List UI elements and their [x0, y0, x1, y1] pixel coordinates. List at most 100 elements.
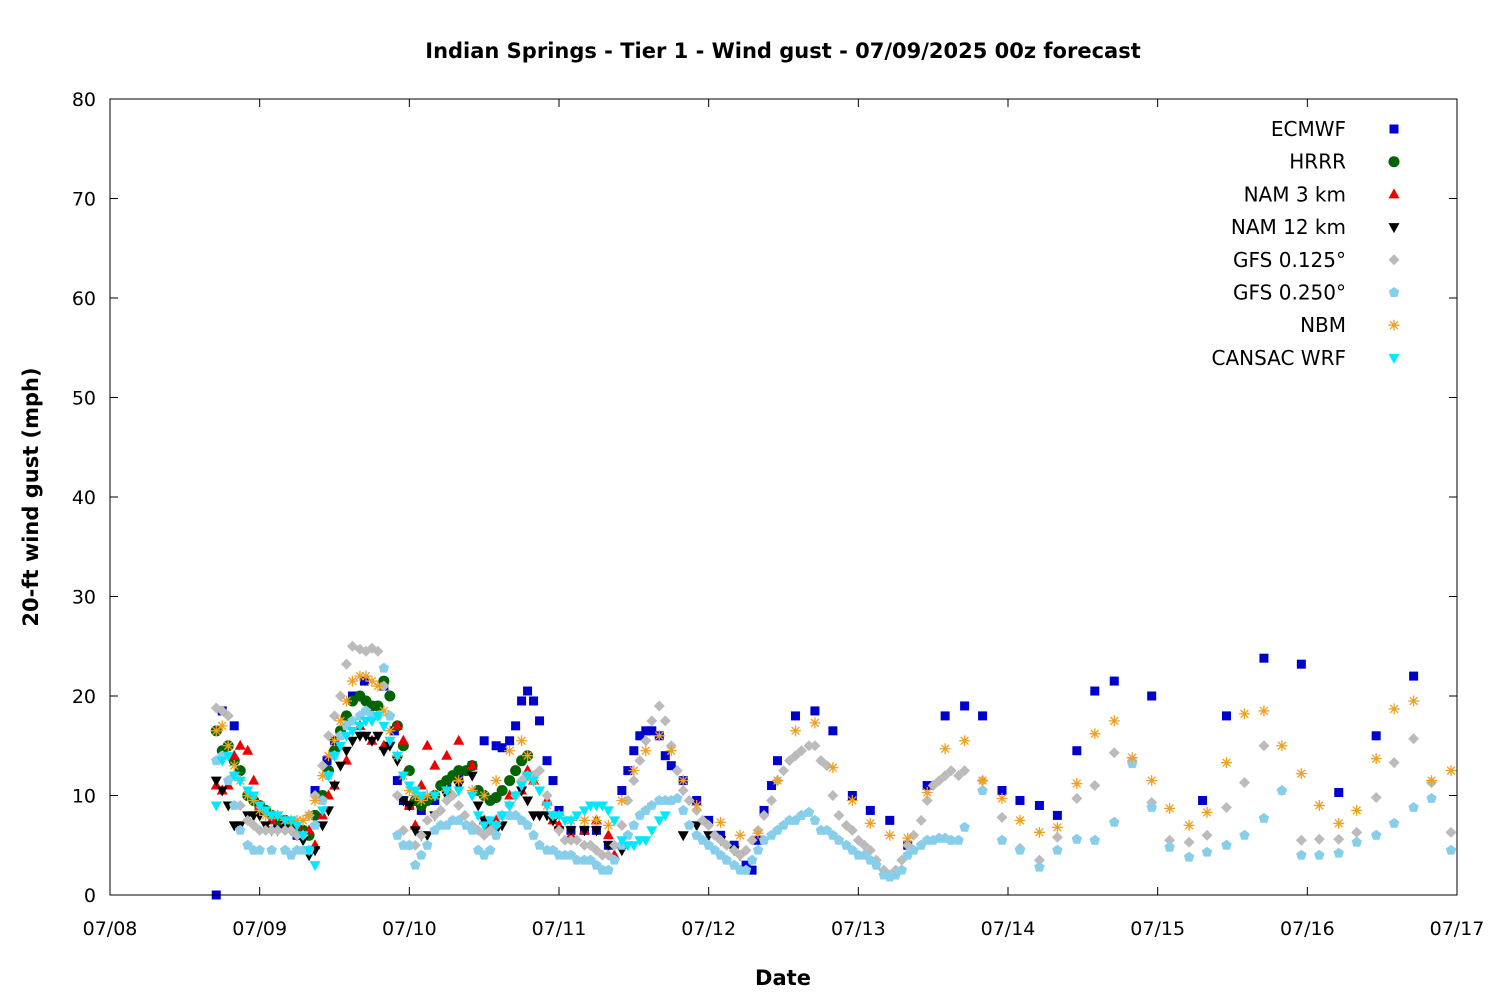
data-point	[922, 781, 932, 791]
data-point	[833, 809, 845, 821]
data-point	[228, 760, 240, 772]
data-point	[677, 804, 689, 815]
data-point	[1033, 854, 1045, 866]
data-point	[623, 766, 633, 776]
data-point	[372, 645, 384, 657]
data-point	[511, 721, 521, 731]
data-point	[378, 746, 390, 757]
data-point	[640, 735, 652, 747]
data-point	[272, 824, 284, 836]
data-point	[279, 824, 291, 836]
data-point	[534, 839, 545, 850]
data-point	[1258, 812, 1270, 823]
data-point	[535, 716, 545, 726]
data-point	[222, 710, 234, 722]
data-point	[346, 675, 358, 687]
data-point	[666, 761, 676, 771]
data-point	[528, 829, 539, 840]
data-point	[1034, 800, 1044, 810]
legend-entry: HRRR	[1289, 150, 1400, 174]
data-point	[767, 781, 777, 791]
data-point	[340, 746, 352, 757]
data-point	[1222, 711, 1232, 721]
data-point	[260, 806, 272, 817]
data-point	[616, 836, 628, 847]
data-point	[940, 711, 950, 721]
data-point	[1276, 785, 1288, 795]
data-point	[1146, 801, 1157, 812]
data-point	[528, 776, 540, 787]
data-point	[422, 839, 433, 850]
data-point	[1426, 792, 1437, 803]
data-point	[653, 730, 665, 742]
data-point	[640, 745, 652, 757]
data-point	[1164, 802, 1176, 814]
series-5	[211, 662, 1457, 882]
data-point	[510, 765, 522, 777]
data-point	[795, 745, 807, 757]
legend-marker	[1388, 319, 1400, 331]
data-point	[753, 835, 763, 845]
data-point	[222, 751, 234, 762]
data-point	[1333, 817, 1345, 829]
data-point	[683, 819, 695, 830]
data-point	[1051, 821, 1063, 833]
data-point	[578, 839, 590, 851]
data-point	[384, 690, 396, 702]
data-point	[317, 806, 329, 817]
data-point	[1071, 778, 1083, 790]
data-point	[285, 816, 297, 827]
x-tick-label: 07/09	[232, 918, 287, 940]
y-tick-label: 80	[72, 89, 96, 111]
y-tick-label: 20	[72, 686, 96, 708]
data-point	[846, 794, 858, 806]
data-point	[1014, 814, 1026, 826]
data-point	[478, 821, 490, 832]
data-point	[309, 794, 321, 806]
data-point	[542, 756, 552, 766]
data-point	[384, 710, 396, 721]
data-point	[628, 819, 640, 830]
data-point	[216, 720, 228, 732]
legend-entry: NAM 3 km	[1244, 182, 1400, 206]
data-point	[392, 829, 403, 840]
data-point	[616, 794, 628, 806]
data-point	[453, 734, 465, 745]
data-point	[340, 731, 352, 742]
data-point	[466, 771, 478, 782]
data-point	[366, 736, 378, 747]
data-point	[578, 814, 590, 826]
data-point	[391, 751, 403, 762]
data-point	[921, 787, 933, 799]
y-tick-label: 50	[72, 388, 96, 410]
data-point	[254, 844, 265, 855]
data-point	[210, 725, 222, 737]
y-tick-label: 40	[72, 487, 96, 509]
legend-label: HRRR	[1289, 150, 1346, 174]
data-point	[297, 814, 309, 826]
x-tick-label: 07/08	[83, 918, 138, 940]
data-point	[660, 751, 670, 761]
data-point	[466, 759, 478, 770]
data-point	[1221, 801, 1233, 813]
data-point	[1146, 775, 1158, 787]
y-tick-label: 0	[84, 885, 96, 907]
data-point	[603, 864, 614, 875]
data-point	[391, 719, 403, 730]
x-tick-label: 07/16	[1280, 918, 1335, 940]
data-point	[1333, 847, 1344, 858]
data-point	[659, 811, 671, 822]
data-point	[496, 785, 508, 797]
data-point	[329, 781, 340, 792]
data-point	[435, 804, 447, 816]
data-point	[1351, 836, 1362, 847]
data-point	[752, 827, 764, 839]
data-point	[1238, 777, 1250, 789]
data-point	[789, 725, 801, 737]
data-point	[329, 710, 340, 722]
data-point	[366, 675, 378, 687]
data-point	[329, 735, 340, 747]
data-point	[884, 829, 896, 841]
data-point	[578, 826, 590, 837]
data-point	[1334, 788, 1344, 798]
